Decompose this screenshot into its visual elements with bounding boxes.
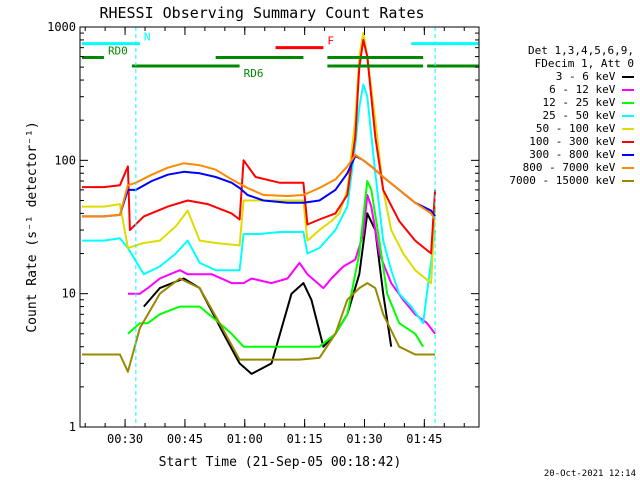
annotation-label-f: F xyxy=(327,35,334,48)
footer-timestamp: 20-Oct-2021 12:14 xyxy=(544,469,636,479)
legend-swatch xyxy=(622,154,634,156)
legend-entry: 3 - 6 keV xyxy=(556,70,634,83)
legend-swatch xyxy=(622,167,634,169)
legend-swatch xyxy=(622,102,634,104)
legend-entry: 12 - 25 keV xyxy=(543,96,634,109)
x-tick-label: 01:15 xyxy=(287,432,323,446)
legend-label: 6 - 12 keV xyxy=(549,83,622,96)
legend-swatch xyxy=(622,89,634,91)
legend-swatch xyxy=(622,141,634,143)
legend-header: FDecim 1, Att 0 xyxy=(534,57,634,70)
legend-entry: 6 - 12 keV xyxy=(549,83,634,96)
legend-header: Det 1,3,4,5,6,9, xyxy=(528,44,634,57)
legend-swatch xyxy=(622,180,634,182)
legend-label: 300 - 800 keV xyxy=(529,148,622,161)
y-tick-label: 100 xyxy=(54,153,76,167)
legend-entry: 7000 - 15000 keV xyxy=(509,174,634,187)
chart-title: RHESSI Observing Summary Count Rates xyxy=(99,4,424,22)
annotation-label-rd0: RD0 xyxy=(108,45,128,58)
series-line-1 xyxy=(127,194,436,335)
legend-entry: 800 - 7000 keV xyxy=(523,161,634,174)
annotation-label-n: N xyxy=(144,31,151,44)
legend-label: 12 - 25 keV xyxy=(542,96,622,109)
y-axis-label: Count Rate (s⁻¹ detector⁻¹) xyxy=(25,121,40,332)
annotation-group: N F RD0 RD6 xyxy=(81,27,479,427)
legend-label: 50 - 100 keV xyxy=(535,122,622,135)
legend-label: 100 - 300 keV xyxy=(529,135,622,148)
legend-label: 3 - 6 keV xyxy=(555,70,622,83)
legend-swatch xyxy=(622,128,634,130)
series-group xyxy=(82,32,437,375)
series-line-3 xyxy=(82,83,437,325)
series-line-7 xyxy=(82,153,436,221)
legend-label: 25 - 50 keV xyxy=(542,109,622,122)
legend-entry: 25 - 50 keV xyxy=(543,109,634,122)
legend-swatch xyxy=(622,76,634,78)
legend-swatch xyxy=(622,115,634,117)
axes-group: 1 10 100 1000 00:30 00:45 01:00 01:15 01:30 01:45 xyxy=(47,20,479,446)
legend-entry: 100 - 300 keV xyxy=(529,135,634,148)
legend-label: 800 - 7000 keV xyxy=(522,161,622,174)
legend-entry: 300 - 800 keV xyxy=(529,148,634,161)
y-tick-label: 1000 xyxy=(47,20,76,34)
x-tick-label: 00:45 xyxy=(167,432,203,446)
x-tick-label: 01:45 xyxy=(406,432,442,446)
annotation-label-rd6: RD6 xyxy=(244,67,264,80)
legend-entry: 50 - 100 keV xyxy=(536,122,634,135)
y-tick-label: 10 xyxy=(62,287,76,301)
series-line-5 xyxy=(82,38,437,255)
plot-frame xyxy=(79,26,480,428)
x-axis-label: Start Time (21-Sep-05 00:18:42) xyxy=(159,455,402,470)
series-line-2 xyxy=(127,180,424,348)
x-tick-label: 00:30 xyxy=(107,432,143,446)
x-tick-label: 01:00 xyxy=(227,432,263,446)
x-tick-label: 01:30 xyxy=(346,432,382,446)
legend-label: 7000 - 15000 keV xyxy=(509,174,622,187)
y-tick-label: 1 xyxy=(69,420,76,434)
